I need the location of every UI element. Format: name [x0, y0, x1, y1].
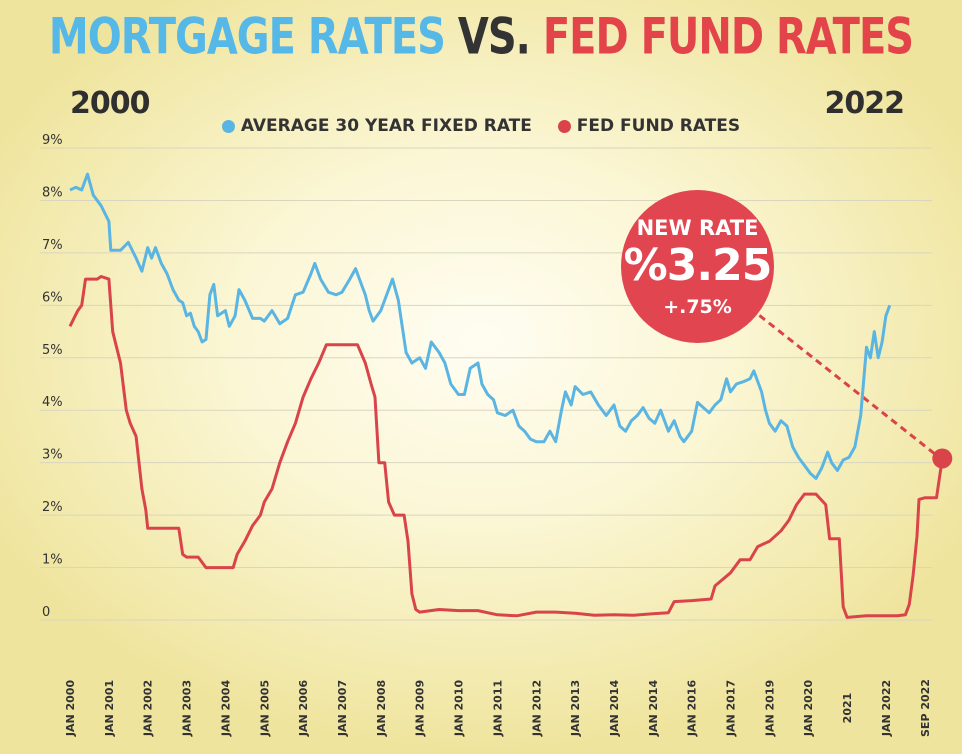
new-rate-badge: NEW RATE %3.25 +.75% — [621, 190, 774, 343]
x-tick-label-22: SEP 2022 — [919, 679, 932, 737]
x-tick-label-15: JAN 2014 — [647, 680, 660, 738]
y-tick-label-8: 8% — [42, 185, 63, 200]
x-tick-label-11: JAN 2011 — [491, 680, 504, 737]
title-fed-fund-rates: FED FUND RATES — [542, 8, 914, 66]
period-start-label: 2000 — [70, 86, 150, 121]
legend-item-fed: FED FUND RATES — [557, 116, 741, 136]
x-tick-label-3: JAN 2003 — [181, 680, 194, 737]
x-tick-label-13: JAN 2013 — [569, 680, 582, 737]
legend-dot-mortgage — [221, 119, 235, 133]
x-tick-label-19: JAN 2020 — [802, 680, 815, 738]
x-tick-label-7: JAN 2007 — [336, 680, 349, 737]
x-tick-label-0: JAN 2000 — [64, 680, 77, 738]
y-tick-label-4: 4% — [42, 395, 63, 410]
legend-dot-fed — [557, 119, 571, 133]
y-tick-label-7: 7% — [42, 238, 63, 253]
x-tick-label-1: JAN 2001 — [103, 680, 116, 737]
badge-connector-line — [749, 306, 936, 455]
x-tick-label-10: JAN 2010 — [453, 680, 466, 738]
legend-label-fed: FED FUND RATES — [576, 116, 741, 136]
x-tick-label-2: JAN 2002 — [142, 680, 155, 737]
x-tick-label-4: JAN 2004 — [219, 680, 232, 738]
x-tick-label-12: JAN 2012 — [530, 680, 543, 737]
title-vs: VS. — [457, 8, 531, 66]
legend-label-mortgage: AVERAGE 30 YEAR FIXED RATE — [240, 116, 532, 136]
y-tick-label-5: 5% — [42, 343, 63, 358]
x-tick-label-5: JAN 2005 — [258, 680, 271, 737]
y-tick-label-1: 1% — [42, 553, 63, 568]
y-tick-label-6: 6% — [42, 290, 63, 305]
chart-title: MORTGAGE RATES VS. FED FUND RATES — [0, 8, 962, 66]
y-tick-label-0: 0 — [42, 605, 50, 620]
legend-item-mortgage: AVERAGE 30 YEAR FIXED RATE — [221, 116, 532, 136]
y-tick-label-2: 2% — [42, 500, 63, 515]
series-line-fed — [68, 275, 944, 619]
x-tick-label-21: JAN 2022 — [880, 680, 893, 737]
y-tick-label-3: 3% — [42, 448, 63, 463]
badge-rate: %3.25 — [623, 240, 773, 291]
x-tick-label-17: JAN 2017 — [725, 680, 738, 737]
endpoint-marker — [932, 448, 953, 469]
badge-label: NEW RATE — [636, 216, 759, 240]
badge-change: +.75% — [663, 296, 732, 318]
x-tick-label-6: JAN 2006 — [297, 680, 310, 738]
x-tick-label-20: 2021 — [841, 693, 854, 724]
x-tick-label-9: JAN 2009 — [414, 680, 427, 737]
y-tick-label-9: 9% — [42, 133, 63, 148]
x-tick-label-16: JAN 2016 — [686, 680, 699, 738]
period-end-label: 2022 — [824, 86, 905, 121]
x-tick-label-18: JAN 2019 — [763, 680, 776, 737]
title-mortgage-rates: MORTGAGE RATES — [48, 8, 446, 66]
chart-legend: AVERAGE 30 YEAR FIXED RATE FED FUND RATE… — [0, 116, 962, 138]
series-line-mortgage — [69, 172, 892, 480]
x-tick-label-14: JAN 2014 — [608, 680, 621, 738]
x-tick-label-8: JAN 2008 — [375, 680, 388, 737]
